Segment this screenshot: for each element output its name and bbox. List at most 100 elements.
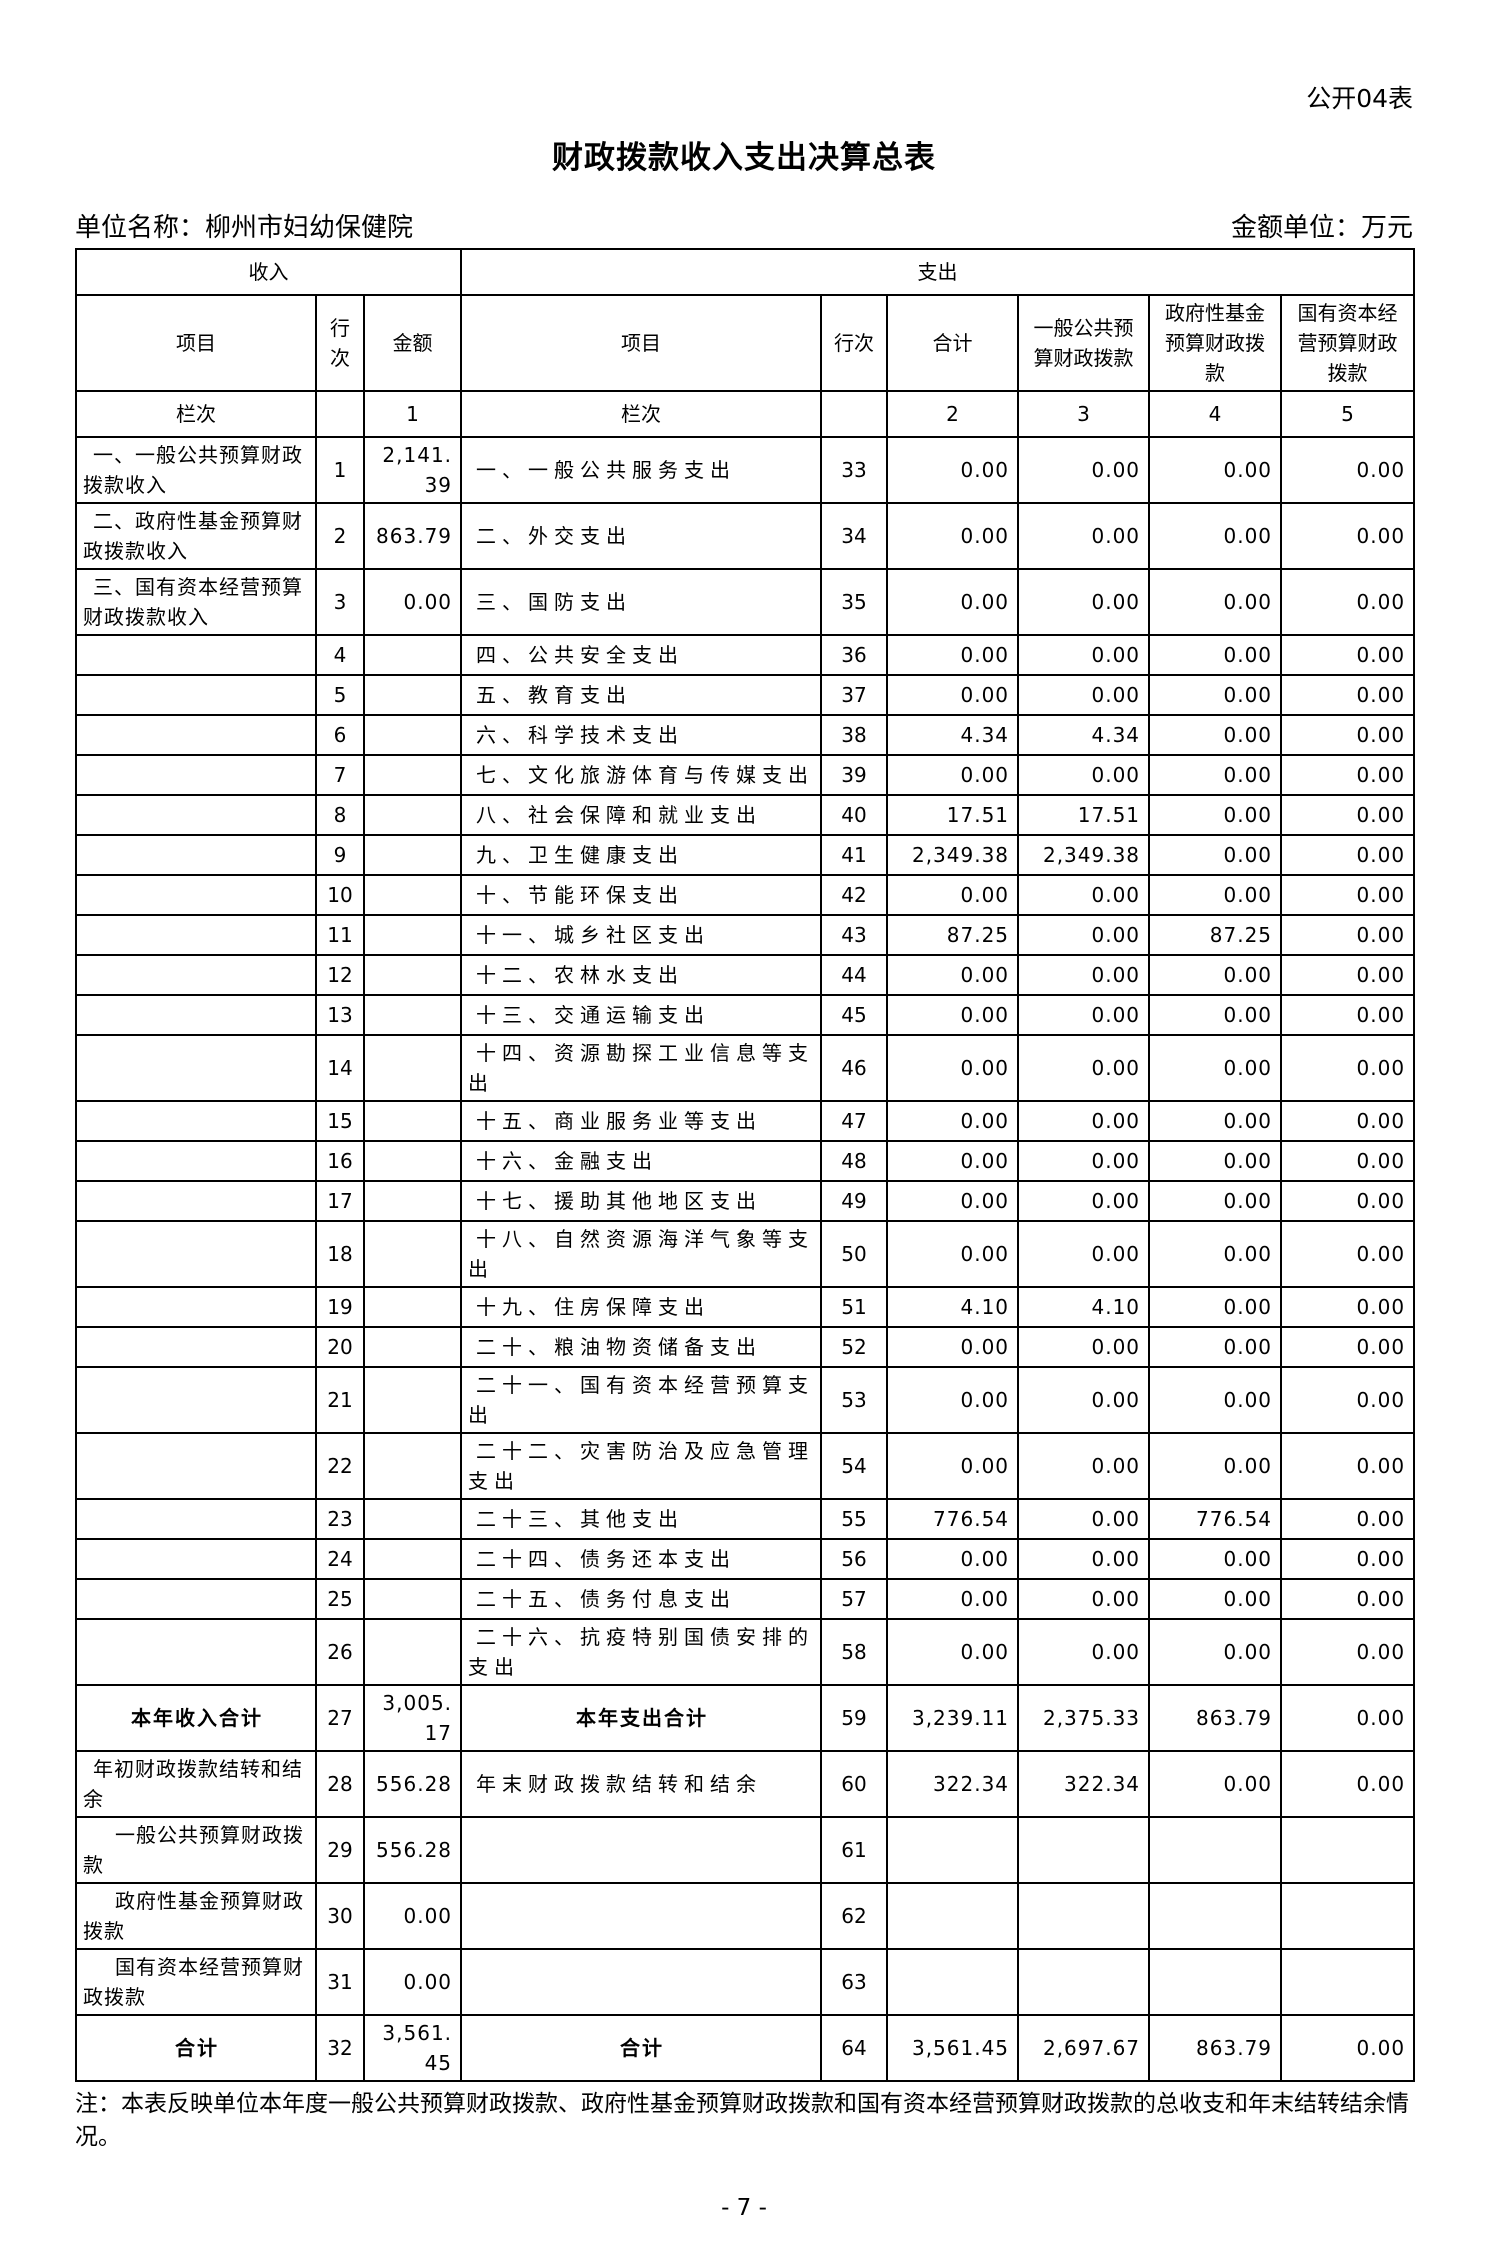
- expense-line-cell: 54: [820, 1432, 889, 1500]
- income-item-cell: [75, 1286, 317, 1328]
- total-cell: 0.00: [886, 1432, 1020, 1500]
- fund-cell: 863.79: [1148, 1684, 1283, 1752]
- expense-item-cell: 四、公共安全支出: [460, 634, 823, 676]
- income-amount-cell: [362, 1286, 463, 1328]
- fund-cell: 0.00: [1148, 714, 1283, 756]
- income-amount-cell: 3,561.45: [362, 2014, 463, 2082]
- income-amount-cell: [362, 954, 463, 996]
- total-cell: 0.00: [886, 674, 1020, 716]
- fund-cell: 0.00: [1148, 1750, 1283, 1818]
- income-line-cell: 1: [315, 436, 365, 504]
- table-row: 17 十七、援助其他地区支出 49 0.00 0.00 0.00 0.00: [75, 1180, 1416, 1222]
- table-row: 二、政府性基金预算财政拨款收入 2 863.79 二、外交支出 34 0.00 0.00 0.…: [75, 502, 1416, 570]
- capital-cell: 0.00: [1280, 1750, 1416, 1818]
- income-line-cell: 7: [315, 754, 365, 796]
- income-line-cell: 16: [315, 1140, 365, 1182]
- total-header: 合计: [886, 294, 1020, 392]
- general-cell: 0.00: [1017, 914, 1151, 956]
- income-line-cell: 2: [315, 502, 365, 570]
- income-amount-header: 金额: [362, 294, 463, 392]
- gov-fund-header: 政府性基金预算财政拨款: [1148, 294, 1283, 392]
- general-cell: 0.00: [1017, 1220, 1151, 1288]
- income-line-cell: 27: [315, 1684, 365, 1752]
- general-cell: 0.00: [1017, 1432, 1151, 1500]
- total-cell: 0.00: [886, 502, 1020, 570]
- capital-cell: 0.00: [1280, 874, 1416, 916]
- table-body: 一、一般公共预算财政拨款收入 1 2,141.39 一、一般公共服务支出 33 0.00 0…: [75, 436, 1416, 2082]
- expense-line-cell: 40: [820, 794, 889, 836]
- fund-cell: 0.00: [1148, 994, 1283, 1036]
- total-cell: 0.00: [886, 1034, 1020, 1102]
- fund-cell: 0.00: [1148, 1366, 1283, 1434]
- fund-cell: 0.00: [1148, 1100, 1283, 1142]
- capital-cell: 0.00: [1280, 1618, 1416, 1686]
- capital-cell: 0.00: [1280, 714, 1416, 756]
- table-row: 21 二十一、国有资本经营预算支出 53 0.00 0.00 0.00 0.00: [75, 1366, 1416, 1434]
- total-cell: 4.10: [886, 1286, 1020, 1328]
- income-line-cell: 4: [315, 634, 365, 676]
- income-item-cell: [75, 914, 317, 956]
- capital-cell: 0.00: [1280, 1684, 1416, 1752]
- expense-line-cell: 51: [820, 1286, 889, 1328]
- total-cell: 0.00: [886, 634, 1020, 676]
- general-cell: 0.00: [1017, 874, 1151, 916]
- income-item-cell: [75, 1432, 317, 1500]
- capital-cell: 0.00: [1280, 1498, 1416, 1540]
- income-item-cell: [75, 1140, 317, 1182]
- fund-cell: 0.00: [1148, 1538, 1283, 1580]
- table-row: 15 十五、商业服务业等支出 47 0.00 0.00 0.00 0.00: [75, 1100, 1416, 1142]
- income-index-label: 栏次: [75, 390, 317, 438]
- table-row: 9 九、卫生健康支出 41 2,349.38 2,349.38 0.00 0.00: [75, 834, 1416, 876]
- table-row: 11 十一、城乡社区支出 43 87.25 0.00 87.25 0.00: [75, 914, 1416, 956]
- income-amount-cell: [362, 1140, 463, 1182]
- income-amount-cell: 0.00: [362, 568, 463, 636]
- table-row: 本年收入合计 27 3,005.17 本年支出合计 59 3,239.11 2,375.33…: [75, 1684, 1416, 1752]
- income-item-cell: [75, 1538, 317, 1580]
- table-row: 5 五、教育支出 37 0.00 0.00 0.00 0.00: [75, 674, 1416, 716]
- total-cell: 0.00: [886, 754, 1020, 796]
- income-line-cell: 32: [315, 2014, 365, 2082]
- expense-line-header: 行次: [820, 294, 889, 392]
- capital-cell: 0.00: [1280, 2014, 1416, 2082]
- expense-line-cell: 44: [820, 954, 889, 996]
- fund-cell: 0.00: [1148, 754, 1283, 796]
- fund-cell: [1148, 1882, 1283, 1950]
- table-row: 8 八、社会保障和就业支出 40 17.51 17.51 0.00 0.00: [75, 794, 1416, 836]
- total-cell: 0.00: [886, 1618, 1020, 1686]
- capital-cell: 0.00: [1280, 674, 1416, 716]
- income-amount-cell: [362, 1538, 463, 1580]
- expense-line-cell: 36: [820, 634, 889, 676]
- capital-cell: 0.00: [1280, 1140, 1416, 1182]
- total-cell: 0.00: [886, 1220, 1020, 1288]
- fund-cell: 0.00: [1148, 1578, 1283, 1620]
- income-item-cell: 国有资本经营预算财政拨款: [75, 1948, 317, 2016]
- income-line-cell: 14: [315, 1034, 365, 1102]
- expense-item-cell: 六、科学技术支出: [460, 714, 823, 756]
- income-line-cell: 12: [315, 954, 365, 996]
- expense-line-cell: 56: [820, 1538, 889, 1580]
- capital-cell: 0.00: [1280, 1034, 1416, 1102]
- expense-item-cell: 二十三、其他支出: [460, 1498, 823, 1540]
- expense-line-cell: 37: [820, 674, 889, 716]
- capital-cell: 0.00: [1280, 568, 1416, 636]
- table-row: 13 十三、交通运输支出 45 0.00 0.00 0.00 0.00: [75, 994, 1416, 1036]
- income-item-cell: [75, 1326, 317, 1368]
- general-cell: 0.00: [1017, 994, 1151, 1036]
- capital-cell: 0.00: [1280, 994, 1416, 1036]
- income-line-cell: 6: [315, 714, 365, 756]
- income-line-cell: 26: [315, 1618, 365, 1686]
- income-index-line: [315, 390, 365, 438]
- income-amount-cell: [362, 634, 463, 676]
- income-item-cell: 一般公共预算财政拨款: [75, 1816, 317, 1884]
- total-cell: [886, 1948, 1020, 2016]
- income-amount-cell: [362, 1326, 463, 1368]
- total-cell: 0.00: [886, 954, 1020, 996]
- fund-cell: 0.00: [1148, 1618, 1283, 1686]
- table-row: 一、一般公共预算财政拨款收入 1 2,141.39 一、一般公共服务支出 33 0.00 0…: [75, 436, 1416, 504]
- general-cell: 0.00: [1017, 1034, 1151, 1102]
- expense-line-cell: 64: [820, 2014, 889, 2082]
- income-item-cell: [75, 834, 317, 876]
- total-cell: 0.00: [886, 1140, 1020, 1182]
- expense-line-cell: 49: [820, 1180, 889, 1222]
